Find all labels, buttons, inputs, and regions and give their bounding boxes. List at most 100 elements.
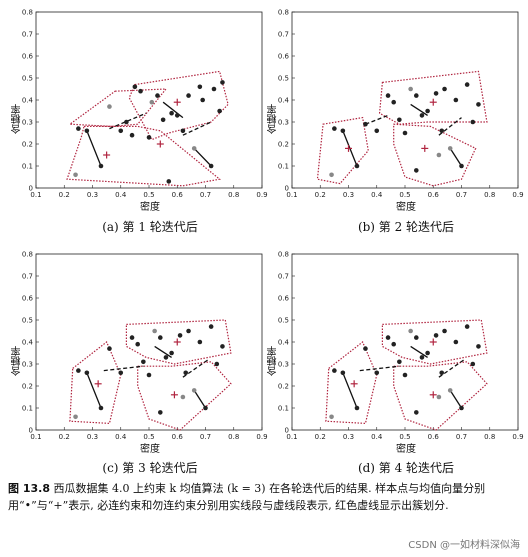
sample-point: [76, 126, 81, 131]
watermark: CSDN @一如材料深似海: [408, 540, 520, 551]
sample-point: [414, 410, 419, 415]
y-tick-label: 0.7: [22, 31, 33, 39]
sample-point: [476, 344, 481, 349]
sample-point: [129, 335, 135, 340]
sample-point: [447, 388, 453, 393]
sample-point: [385, 93, 391, 98]
sample-point: [155, 93, 160, 98]
subtitle-b: (b) 第 2 轮迭代后: [357, 220, 455, 234]
sample-point: [197, 84, 203, 90]
sample-point: [363, 346, 368, 351]
x-tick-label: 0.1: [30, 433, 41, 441]
cluster-boundary-2: [381, 319, 488, 365]
x-tick-label: 0.4: [115, 433, 127, 441]
sample-point: [203, 405, 208, 411]
x-tick-label: 0.3: [343, 191, 354, 199]
sample-point: [442, 86, 447, 92]
sample-point: [191, 388, 197, 393]
y-tick-label: 0.5: [22, 317, 33, 325]
y-tick-label: 0.7: [278, 273, 289, 281]
sample-point: [397, 359, 402, 365]
must-link-constraint: [410, 345, 428, 358]
sample-point: [191, 146, 197, 151]
sample-point: [73, 414, 78, 420]
sample-point: [146, 135, 152, 140]
y-tick-label: 0.6: [22, 53, 34, 61]
sample-point: [391, 341, 396, 347]
sample-point: [374, 128, 380, 134]
cluster-boundary-2: [125, 319, 232, 365]
scatter-plot-d: 0.1 0.2 0.3 0.4 0.5 0.6 0.7 0.8 0.900.10.20.30.4…: [278, 251, 524, 442]
x-tick-label: 0.7: [200, 433, 211, 441]
y-tick-label: 0.4: [22, 97, 34, 105]
sample-point: [470, 119, 476, 125]
sample-point: [98, 163, 104, 169]
y-tick-label: 0: [29, 185, 33, 193]
panel-b: 含糖率 0.1 0.2 0.3 0.4 0.5 0.6 0.7 0.8 0.9 0 0.1 0.2 0.…: [264, 8, 524, 238]
sample-point: [146, 372, 152, 378]
sample-point: [166, 179, 172, 184]
x-tick-label: 0.6: [172, 191, 184, 199]
sample-point: [197, 339, 203, 345]
y-tick-label: 0.3: [22, 119, 33, 127]
x-tick-label: 0.9: [256, 433, 267, 441]
sample-point: [332, 368, 337, 373]
sample-point: [84, 128, 90, 134]
sample-point: [425, 108, 430, 114]
cluster-boundary-2: [128, 70, 229, 141]
sample-point: [124, 119, 129, 125]
sample-point: [220, 80, 225, 85]
x-tick-label: 0.6: [428, 191, 440, 199]
x-tick-label: 0.6: [172, 433, 184, 441]
sample-point: [107, 346, 112, 351]
x-tick-label: 0.5: [399, 433, 410, 441]
sample-point: [135, 341, 140, 347]
plot-frame: [291, 253, 519, 431]
sample-point: [98, 405, 104, 411]
x-tick-label: 0.7: [456, 191, 467, 199]
sample-point: [470, 361, 476, 367]
sample-point: [107, 104, 112, 109]
cannot-link-constraint: [438, 117, 462, 136]
sample-point: [419, 355, 425, 360]
sample-point: [149, 99, 155, 105]
y-tick-label: 0.5: [278, 75, 289, 83]
sample-point: [459, 405, 464, 411]
cluster-boundary-3: [137, 361, 232, 431]
caption-text: 西瓜数据集 4.0 上约束 k 均值算法 (k = 3) 在各轮迭代后的结果. …: [8, 482, 486, 512]
sample-point: [391, 99, 396, 105]
mean-vector-marker: [156, 140, 164, 148]
x-tick-label: 0.4: [371, 191, 383, 199]
y-tick-label: 0.8: [22, 251, 33, 259]
x-axis-label: 密度: [396, 444, 416, 455]
y-tick-label: 0.7: [278, 31, 289, 39]
mean-vector-marker: [429, 338, 437, 346]
sample-point: [436, 152, 442, 158]
sample-point: [459, 163, 464, 169]
sample-point: [129, 132, 135, 138]
x-tick-label: 0.8: [484, 191, 495, 199]
sample-point: [160, 117, 166, 123]
y-tick-label: 0.4: [278, 97, 290, 105]
y-tick-label: 0: [285, 185, 289, 193]
x-tick-label: 0.5: [143, 191, 154, 199]
sample-point: [453, 339, 459, 345]
sample-point: [208, 163, 214, 169]
x-tick-label: 0.5: [143, 433, 154, 441]
sample-point: [433, 333, 439, 338]
x-tick-label: 0.9: [512, 191, 523, 199]
x-tick-label: 0.6: [428, 433, 440, 441]
cannot-link-constraint: [182, 121, 212, 136]
sample-point: [329, 414, 334, 420]
cannot-link-constraint: [103, 365, 144, 372]
y-tick-label: 0.1: [278, 163, 289, 171]
mean-vector-marker: [173, 338, 181, 346]
x-tick-label: 0.9: [256, 191, 267, 199]
x-tick-label: 0.1: [286, 191, 297, 199]
mean-vector-marker: [103, 151, 111, 159]
y-tick-label: 0.3: [22, 361, 33, 369]
sample-point: [152, 328, 157, 334]
y-tick-label: 0.6: [278, 53, 290, 61]
x-tick-label: 0.2: [315, 433, 326, 441]
sample-point: [414, 335, 419, 340]
